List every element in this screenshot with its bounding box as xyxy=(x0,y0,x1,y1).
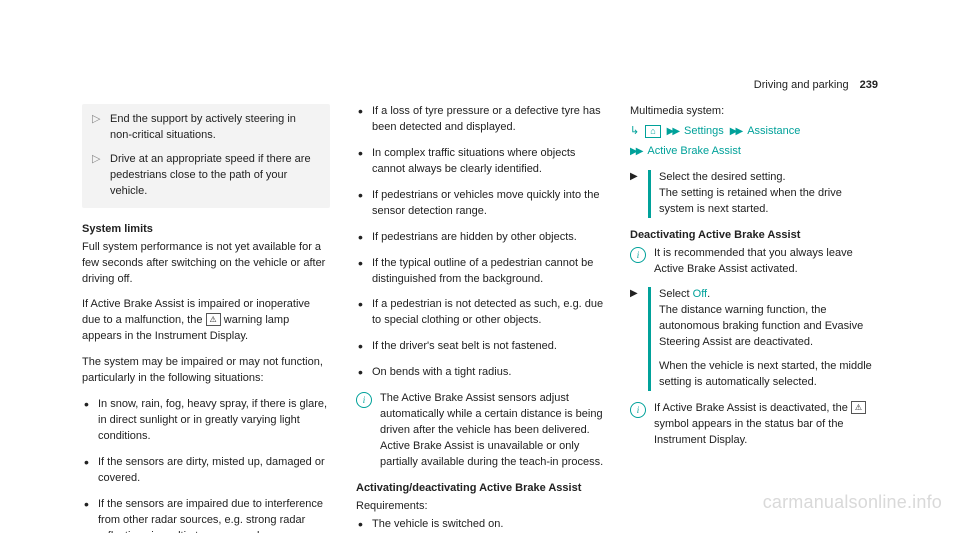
info-note: i The Active Brake Assist sensors adjust… xyxy=(356,391,604,471)
info-text: It is recommended that you always leave … xyxy=(654,246,878,278)
requirements-label: Requirements: xyxy=(356,499,604,515)
nav-chevron-icon: ▶▶ xyxy=(667,125,678,140)
step-arrow-icon: ▷ xyxy=(92,152,102,200)
nav-chevron-icon: ▶▶ xyxy=(730,125,741,140)
callout-step-text: End the support by actively steering in … xyxy=(110,112,320,144)
info-icon: i xyxy=(630,247,646,263)
info-note: i If Active Brake Assist is deactivated,… xyxy=(630,401,878,449)
page-body: ▷ End the support by actively steering i… xyxy=(82,78,878,533)
info-note: i It is recommended that you always leav… xyxy=(630,246,878,278)
callout-step: ▷ Drive at an appropriate speed if there… xyxy=(92,152,320,200)
paragraph: The system may be impaired or may not fu… xyxy=(82,355,330,387)
nav-path: ↳ ⌂ ▶▶ Settings ▶▶ Assistance xyxy=(630,124,878,140)
list-item: On bends with a tight radius. xyxy=(356,365,604,381)
nav-chevron-icon: ▶▶ xyxy=(630,145,641,160)
nav-item-aba: Active Brake Assist xyxy=(647,144,741,160)
step-arrow-icon: ▷ xyxy=(92,112,102,144)
instruction-body: Select Off. The distance warning functio… xyxy=(648,287,878,391)
list-item: In complex traffic situations where obje… xyxy=(356,146,604,178)
bullet-list: The vehicle is switched on. xyxy=(356,517,604,533)
nav-item-assistance: Assistance xyxy=(747,124,800,140)
list-item: If a pedestrian is not detected as such,… xyxy=(356,297,604,329)
list-item: If pedestrians or vehicles move quickly … xyxy=(356,188,604,220)
column-1: ▷ End the support by actively steering i… xyxy=(82,104,330,533)
list-item: If a loss of tyre pressure or a defectiv… xyxy=(356,104,604,136)
menu-option-off: Off xyxy=(693,288,707,300)
step-triangle-icon: ▶ xyxy=(630,287,640,391)
nav-path-line2: ▶▶ Active Brake Assist xyxy=(630,144,878,160)
nav-item-settings: Settings xyxy=(684,124,724,140)
heading-activating: Activating/deactivating Active Brake Ass… xyxy=(356,481,604,497)
instruction-step: ▶ Select the desired setting. The settin… xyxy=(630,170,878,218)
watermark: carmanualsonline.info xyxy=(763,489,942,515)
warning-lamp-icon: ⚠ xyxy=(851,401,866,414)
info-icon: i xyxy=(356,392,372,408)
list-item: If the sensors are dirty, misted up, dam… xyxy=(82,455,330,487)
callout-step: ▷ End the support by actively steering i… xyxy=(92,112,320,144)
list-item: The vehicle is switched on. xyxy=(356,517,604,533)
instruction-body: Select the desired setting. The setting … xyxy=(648,170,878,218)
nav-arrow-icon: ↳ xyxy=(630,124,639,140)
heading-deactivating: Deactivating Active Brake Assist xyxy=(630,228,878,244)
list-item: If the sensors are impaired due to inter… xyxy=(82,497,330,533)
info-text: If Active Brake Assist is deactivated, t… xyxy=(654,401,878,449)
callout-step-text: Drive at an appropriate speed if there a… xyxy=(110,152,320,200)
nav-home-icon: ⌂ xyxy=(645,125,660,138)
paragraph: If Active Brake Assist is impaired or in… xyxy=(82,297,330,345)
list-item: If the typical outline of a pedestrian c… xyxy=(356,256,604,288)
list-item: If the driver's seat belt is not fastene… xyxy=(356,339,604,355)
multimedia-label: Multimedia system: xyxy=(630,104,878,120)
step-triangle-icon: ▶ xyxy=(630,170,640,218)
instruction-step: ▶ Select Off. The distance warning funct… xyxy=(630,287,878,391)
heading-system-limits: System limits xyxy=(82,222,330,238)
callout-box: ▷ End the support by actively steering i… xyxy=(82,104,330,208)
info-text: The Active Brake Assist sensors adjust a… xyxy=(380,391,604,471)
paragraph: Full system performance is not yet avail… xyxy=(82,240,330,288)
list-item: If pedestrians are hidden by other objec… xyxy=(356,230,604,246)
warning-lamp-icon: ⚠ xyxy=(206,313,221,326)
bullet-list: In snow, rain, fog, heavy spray, if ther… xyxy=(82,397,330,533)
bullet-list: If a loss of tyre pressure or a defectiv… xyxy=(356,104,604,381)
column-2: If a loss of tyre pressure or a defectiv… xyxy=(356,104,604,533)
list-item: In snow, rain, fog, heavy spray, if ther… xyxy=(82,397,330,445)
info-icon: i xyxy=(630,402,646,418)
column-3: Multimedia system: ↳ ⌂ ▶▶ Settings ▶▶ As… xyxy=(630,104,878,533)
